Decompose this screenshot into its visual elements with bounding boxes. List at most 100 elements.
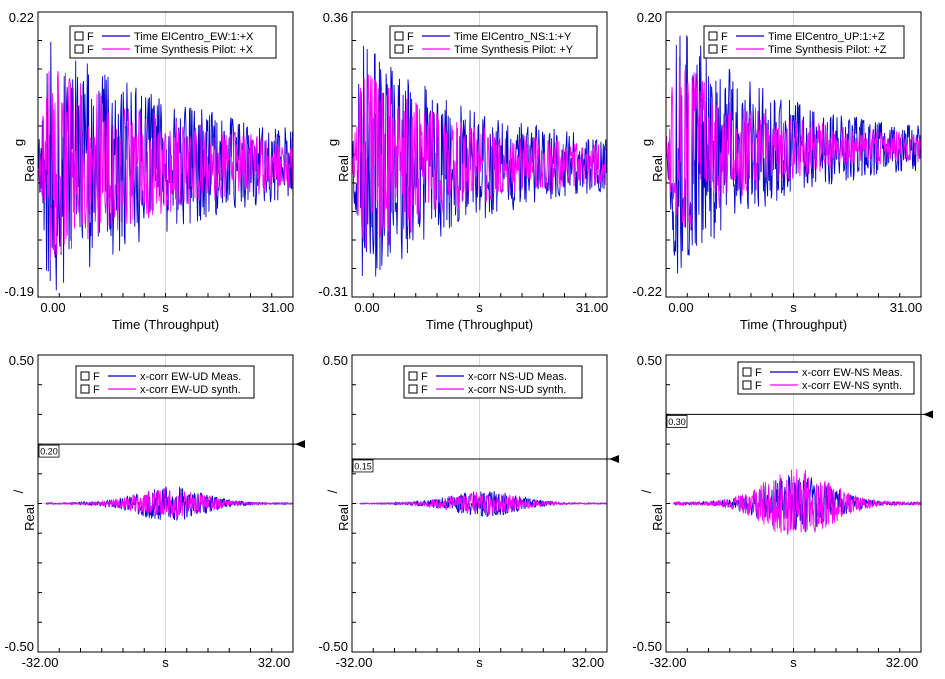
legend-checkbox-label: F bbox=[87, 44, 94, 56]
y-axis-kind: Real bbox=[336, 155, 351, 182]
threshold-handle-icon[interactable] bbox=[923, 410, 933, 419]
y-axis-unit: g bbox=[325, 139, 340, 146]
legend: F Time ElCentro_NS:1:+Y F Time Synthesis Pi… bbox=[389, 25, 598, 59]
series-line-synth bbox=[45, 489, 294, 519]
chart-panel-6: 0.30 0.50 -0.50 / Real -32.00 32.00 s F x-corr EW… bbox=[632, 353, 933, 670]
series-line-synth bbox=[37, 70, 294, 261]
x-min-tick-label: -32.00 bbox=[22, 655, 59, 670]
x-axis-unit: s bbox=[162, 300, 169, 315]
x-min-tick-label: 0.00 bbox=[354, 300, 379, 315]
legend-entry-label: Time Synthesis Pilot: +Y bbox=[454, 44, 574, 56]
y-max-tick-label: 0.36 bbox=[323, 10, 348, 25]
legend-checkbox[interactable] bbox=[742, 380, 752, 390]
x-max-tick-label: 31.00 bbox=[890, 300, 923, 315]
y-max-tick-label: 0.22 bbox=[9, 10, 34, 25]
x-axis-unit: s bbox=[790, 655, 797, 670]
series-line-synth bbox=[351, 74, 608, 249]
legend-checkbox[interactable] bbox=[708, 44, 718, 54]
x-min-tick-label: 0.00 bbox=[40, 300, 65, 315]
plot-frame bbox=[351, 354, 608, 653]
legend-box bbox=[737, 361, 915, 395]
legend-entry-label: Time ElCentro_EW:1:+X bbox=[134, 31, 254, 43]
x-max-tick-label: 32.00 bbox=[258, 655, 291, 670]
plot-frame bbox=[37, 11, 294, 298]
y-axis-unit: / bbox=[639, 489, 654, 493]
legend-checkbox-label: F bbox=[721, 31, 728, 43]
x-min-tick-label: -32.00 bbox=[650, 655, 687, 670]
threshold-value-label: 0.15 bbox=[354, 461, 372, 471]
x-axis-unit: s bbox=[476, 655, 483, 670]
y-max-tick-label: 0.20 bbox=[637, 10, 662, 25]
plot-frame bbox=[665, 11, 922, 298]
threshold-handle-icon[interactable] bbox=[609, 454, 619, 463]
legend-checkbox[interactable] bbox=[80, 371, 90, 381]
plot-frame bbox=[665, 354, 922, 653]
y-max-tick-label: 0.50 bbox=[323, 353, 348, 368]
legend-checkbox[interactable] bbox=[74, 31, 84, 41]
threshold-handle-icon[interactable] bbox=[295, 440, 305, 449]
y-min-tick-label: -0.22 bbox=[632, 284, 662, 299]
y-max-tick-label: 0.50 bbox=[637, 353, 662, 368]
series-line-synth bbox=[359, 491, 608, 516]
series-line-meas bbox=[665, 35, 922, 274]
legend-checkbox[interactable] bbox=[708, 31, 718, 41]
legend-box bbox=[69, 25, 277, 59]
y-max-tick-label: 0.50 bbox=[9, 353, 34, 368]
legend-checkbox-label: F bbox=[755, 367, 762, 379]
legend-checkbox[interactable] bbox=[742, 367, 752, 377]
chart-panel-1: 0.22 -0.19 g Real 0.00 31.00 s Time (Throughput… bbox=[4, 10, 294, 332]
legend-entry-label: x-corr EW-UD synth. bbox=[140, 384, 241, 396]
legend-checkbox-label: F bbox=[93, 384, 100, 396]
y-axis-kind: Real bbox=[336, 504, 351, 531]
x-axis-title: Time (Throughput) bbox=[112, 317, 219, 332]
threshold-value-label: 0.20 bbox=[40, 447, 58, 457]
legend-checkbox-label: F bbox=[721, 44, 728, 56]
legend-checkbox[interactable] bbox=[394, 31, 404, 41]
y-axis-unit: g bbox=[11, 139, 26, 146]
series-line-synth bbox=[673, 469, 922, 535]
legend-entry-label: x-corr EW-UD Meas. bbox=[140, 371, 241, 383]
threshold-value-box bbox=[666, 414, 688, 428]
chart-panel-4: 0.20 0.50 -0.50 / Real -32.00 32.00 s F x-corr EW… bbox=[4, 353, 305, 670]
legend-checkbox-label: F bbox=[421, 384, 428, 396]
legend-checkbox-label: F bbox=[87, 31, 94, 43]
chart-panel-2: 0.36 -0.31 g Real 0.00 31.00 s Time (Throughput… bbox=[318, 10, 608, 332]
y-min-tick-label: -0.31 bbox=[318, 284, 348, 299]
legend-entry-label: Time ElCentro_UP:1:+Z bbox=[768, 31, 885, 43]
axis-ticks bbox=[666, 40, 901, 297]
legend-entry-label: Time Synthesis Pilot: +X bbox=[134, 44, 254, 56]
legend-entry-label: x-corr NS-UD synth. bbox=[468, 384, 566, 396]
legend-box bbox=[75, 365, 255, 399]
threshold-value-label: 0.30 bbox=[668, 417, 686, 427]
legend-checkbox[interactable] bbox=[74, 44, 84, 54]
y-axis-unit: / bbox=[11, 489, 26, 493]
legend-entry-label: x-corr NS-UD Meas. bbox=[468, 371, 567, 383]
legend-checkbox-label: F bbox=[93, 371, 100, 383]
legend-checkbox-label: F bbox=[407, 44, 414, 56]
threshold-value-box bbox=[352, 459, 374, 473]
plot-frame bbox=[351, 11, 608, 298]
chart-panel-5: 0.15 0.50 -0.50 / Real -32.00 32.00 s F x-corr NS… bbox=[318, 353, 619, 670]
x-max-tick-label: 32.00 bbox=[886, 655, 919, 670]
legend-entry-label: x-corr EW-NS synth. bbox=[802, 380, 902, 392]
chart-panel-3: 0.20 -0.22 g Real 0.00 31.00 s Time (Throughput… bbox=[632, 10, 922, 332]
series-line-synth bbox=[665, 57, 922, 228]
legend-checkbox[interactable] bbox=[80, 384, 90, 394]
legend-checkbox[interactable] bbox=[408, 384, 418, 394]
x-max-tick-label: 31.00 bbox=[576, 300, 609, 315]
legend-checkbox[interactable] bbox=[408, 371, 418, 381]
y-axis-kind: Real bbox=[650, 504, 665, 531]
legend-entry-label: Time ElCentro_NS:1:+Y bbox=[454, 31, 572, 43]
y-min-tick-label: -0.50 bbox=[318, 639, 348, 654]
legend-checkbox[interactable] bbox=[394, 44, 404, 54]
y-min-tick-label: -0.50 bbox=[4, 639, 34, 654]
legend-checkbox-label: F bbox=[755, 380, 762, 392]
x-min-tick-label: 0.00 bbox=[668, 300, 693, 315]
y-axis-kind: Real bbox=[650, 155, 665, 182]
legend-box bbox=[403, 365, 583, 399]
y-min-tick-label: -0.50 bbox=[632, 639, 662, 654]
